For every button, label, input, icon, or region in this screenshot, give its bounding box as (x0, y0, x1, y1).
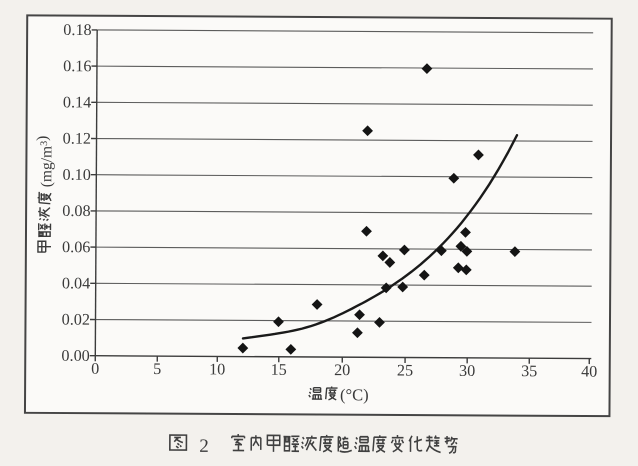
svg-text:0.04: 0.04 (62, 274, 90, 292)
svg-text:0.18: 0.18 (63, 21, 91, 39)
svg-text:0.10: 0.10 (62, 166, 90, 184)
svg-text:5: 5 (153, 360, 161, 378)
svg-text:0.12: 0.12 (63, 130, 91, 148)
svg-text:(°C): (°C) (340, 385, 369, 404)
svg-text:0.14: 0.14 (63, 93, 91, 111)
svg-text:15: 15 (271, 361, 287, 379)
svg-text:0.00: 0.00 (61, 347, 89, 365)
svg-text:0.08: 0.08 (62, 202, 90, 220)
svg-text:25: 25 (397, 361, 413, 379)
svg-text:20: 20 (334, 361, 350, 379)
svg-text:2: 2 (199, 436, 209, 457)
svg-text:35: 35 (521, 362, 537, 380)
svg-text:0.02: 0.02 (62, 311, 90, 329)
svg-text:40: 40 (581, 363, 597, 381)
svg-text:0: 0 (91, 360, 99, 378)
svg-text:30: 30 (459, 362, 475, 380)
svg-text:10: 10 (209, 360, 225, 378)
svg-text:(mg/m3): (mg/m3) (34, 136, 56, 188)
svg-text:0.16: 0.16 (63, 57, 91, 75)
svg-text:0.06: 0.06 (62, 238, 90, 256)
